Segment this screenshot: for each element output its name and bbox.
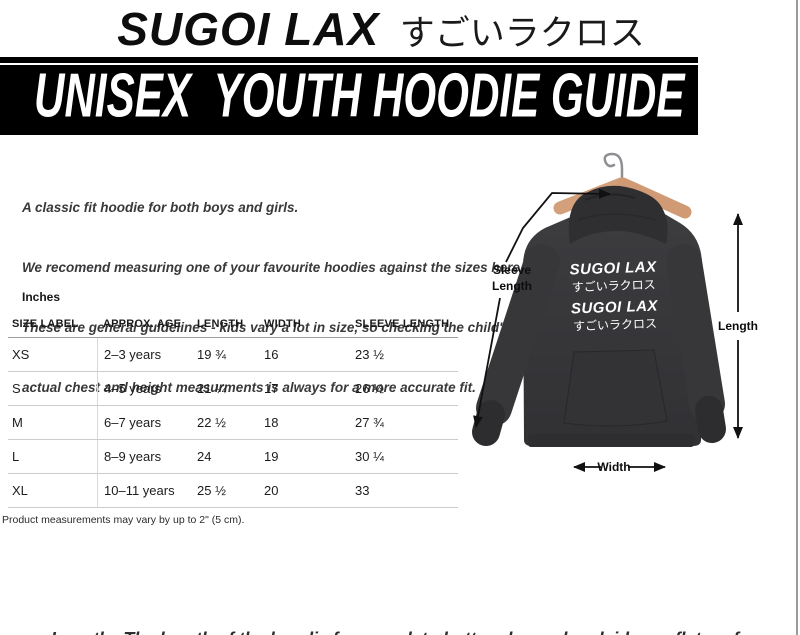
hoodie-right-cuff — [695, 396, 726, 443]
cell-width: 18 — [264, 415, 279, 430]
cell-width: 16 — [264, 347, 279, 362]
guide-title: UNISEX YOUTH HOODIE GUIDE — [34, 61, 685, 131]
hoodie-measurement-diagram: SUGOI LAX すごいラクロス SUGOI LAX すごいラクロス — [460, 140, 800, 505]
brand-logo: SUGOI LAX すごいラクロス — [0, 4, 762, 66]
size-table: SIZE LABEL APPROX. AGE LENGTH WIDTH SLEE… — [8, 310, 458, 508]
hanger-right-arm — [616, 177, 692, 219]
table-row-l: L 8–9 years 24 19 30 ¼ — [8, 440, 458, 474]
sleeve-length-arrow-lower — [473, 297, 501, 428]
hoodie-hem-band — [528, 434, 694, 447]
cell-sleeve: 33 — [355, 483, 370, 498]
cell-age: 4–5 years — [97, 372, 197, 405]
print-brand-bottom: SUGOI LAX — [571, 297, 659, 317]
cell-size: XS — [12, 347, 30, 362]
hanger-hook-icon — [603, 152, 624, 186]
cell-size: L — [12, 449, 20, 464]
hoodie-hood — [568, 185, 668, 244]
hoodie-illustration: SUGOI LAX すごいラクロス SUGOI LAX すごいラクロス — [472, 152, 758, 474]
cell-sleeve: 27 ¾ — [355, 415, 384, 430]
measurement-definitions: Length: The length of the hoodie from nec… — [22, 545, 773, 635]
width-label: Width — [597, 460, 630, 474]
sleeve-length-label-line1: Sleeve — [493, 263, 531, 277]
length-label: Length — [718, 319, 758, 333]
units-label: Inches — [22, 290, 61, 304]
intro-paragraph: A classic fit hoodie for both boys and g… — [22, 158, 527, 438]
brand-name: SUGOI LAX — [117, 3, 380, 55]
cell-age: 8–9 years — [97, 440, 197, 473]
length-term: Length: — [51, 629, 116, 635]
hoodie-graphic: SUGOI LAX すごいラクロス SUGOI LAX すごいラクロス — [472, 152, 726, 447]
guide-title-banner: UNISEX YOUTH HOODIE GUIDE — [0, 57, 698, 135]
cell-size: S — [12, 381, 21, 396]
col-header-width: WIDTH — [264, 317, 302, 330]
col-header-sleeve-length: SLEEVE LENGTH — [355, 317, 450, 330]
hoodie-pocket — [563, 349, 668, 427]
tolerance-footnote: Product measurements may vary by up to 2… — [2, 514, 245, 526]
page-right-border — [796, 0, 798, 635]
banner-accent-line — [0, 63, 698, 65]
hoodie-right-sleeve — [666, 244, 725, 422]
cell-age: 10–11 years — [97, 474, 197, 507]
sleeve-length-arrow-upper — [505, 188, 611, 263]
cell-length: 24 — [197, 449, 212, 464]
intro-line: A classic fit hoodie for both boys and g… — [22, 200, 299, 215]
cell-age: 6–7 years — [97, 406, 197, 439]
col-header-size-label: SIZE LABEL — [12, 317, 79, 330]
col-header-approx-age: APPROX. AGE — [103, 317, 182, 330]
size-table-header: SIZE LABEL APPROX. AGE LENGTH WIDTH SLEE… — [8, 310, 458, 338]
intro-line: actual chest and height measurments is a… — [22, 380, 476, 395]
cell-width: 20 — [264, 483, 279, 498]
hoodie-left-sleeve — [476, 244, 560, 426]
cell-length: 22 ½ — [197, 415, 226, 430]
print-japanese-top: すごいラクロス — [571, 277, 655, 295]
hood-fold-line — [577, 213, 657, 221]
brand-name-japanese: すごいラクロス — [399, 14, 645, 53]
cell-size: M — [12, 415, 23, 430]
table-row-s: S 4–5 years 21 ¼ 17 26 ½ — [8, 372, 458, 406]
cell-width: 17 — [264, 381, 279, 396]
length-definition: Length: The length of the hoodie from nec… — [22, 599, 773, 635]
col-header-length: LENGTH — [197, 317, 244, 330]
cell-sleeve: 26 ½ — [355, 381, 384, 396]
measurement-annotations — [473, 188, 743, 472]
length-text: The length of the hoodie from neck to bo… — [123, 629, 773, 635]
cell-length: 21 ¼ — [197, 381, 226, 396]
cell-age: 2–3 years — [97, 338, 197, 371]
cell-length: 25 ½ — [197, 483, 226, 498]
sleeve-length-label-line2: Length — [492, 279, 532, 293]
print-japanese-bottom: すごいラクロス — [573, 316, 657, 334]
cell-sleeve: 23 ½ — [355, 347, 384, 362]
intro-line: We recomend measuring one of your favour… — [22, 260, 528, 275]
print-brand-top: SUGOI LAX — [569, 258, 657, 278]
hoodie-left-cuff — [472, 400, 505, 446]
intro-line: These are general guidelines - kids vary… — [22, 320, 510, 335]
table-row-xl: XL 10–11 years 25 ½ 20 33 — [8, 474, 458, 508]
table-row-xs: XS 2–3 years 19 ¾ 16 23 ½ — [8, 338, 458, 372]
cell-size: XL — [12, 483, 28, 498]
cell-width: 19 — [264, 449, 279, 464]
table-row-m: M 6–7 years 22 ½ 18 27 ¾ — [8, 406, 458, 440]
cell-sleeve: 30 ¼ — [355, 449, 384, 464]
cell-length: 19 ¾ — [197, 347, 226, 362]
